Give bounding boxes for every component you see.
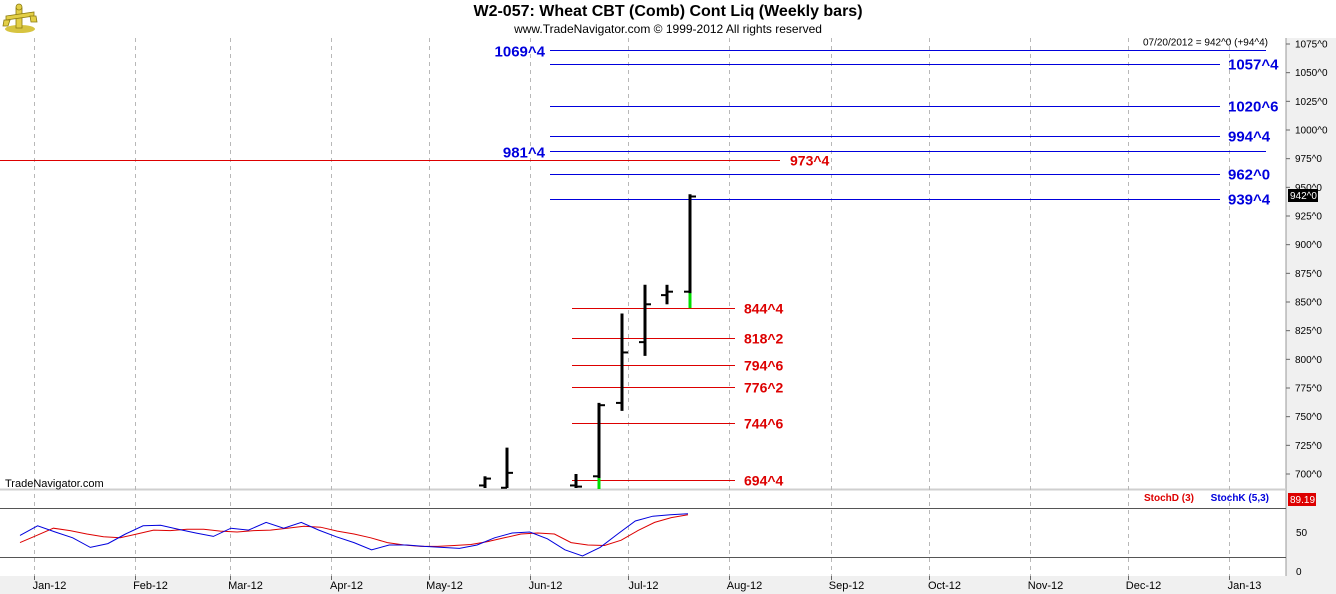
y-tick-label: 875^0: [1295, 269, 1322, 280]
stoch-series-line: [19, 514, 689, 547]
vertical-gridlines: [34, 38, 1230, 576]
support-label: 973^4: [790, 153, 830, 169]
x-tick-label: Aug-12: [727, 580, 762, 592]
resistance-label: 1020^6: [1228, 99, 1278, 116]
ohlc-bar: [661, 284, 673, 305]
y-tick-label: 975^0: [1295, 154, 1322, 165]
stochastic-panel: 50 0 89.19 StochD (3) StochK (5,3): [0, 493, 1316, 578]
y-tick-label: 825^0: [1295, 326, 1322, 337]
x-tick-label: Nov-12: [1028, 580, 1063, 592]
y-tick-label: 950^0: [1295, 183, 1322, 194]
ohlc-bar: [593, 402, 605, 489]
y-axis: 1075^0 1050^0 1025^0 1000^0 975^0 950^0 925^0 9…: [1286, 40, 1328, 481]
ohlc-bar: [501, 447, 513, 489]
watermark: TradeNavigator.com: [5, 478, 104, 490]
y-tick-label: 1000^0: [1295, 126, 1328, 137]
y-tick-label: 1075^0: [1295, 40, 1328, 51]
chart-frame: [0, 38, 1336, 594]
last-price-tag-box: [1288, 189, 1318, 202]
price-axis-panel: [1286, 38, 1336, 594]
x-tick-label: Apr-12: [330, 580, 363, 592]
resistance-label: 981^4: [503, 145, 546, 162]
y-tick-label: 775^0: [1295, 384, 1322, 395]
date-axis-panel: [0, 576, 1336, 594]
resistance-label: 1069^4: [495, 44, 546, 61]
x-tick-label: Dec-12: [1126, 580, 1161, 592]
stoch-tick-label: 50: [1296, 528, 1308, 539]
y-tick-label: 725^0: [1295, 441, 1322, 452]
stoch-series-line: [19, 513, 689, 557]
chart-title: W2-057: Wheat CBT (Comb) Cont Liq (Weekl…: [473, 3, 863, 20]
copyright-text: www.TradeNavigator.com © 1999-2012 All r…: [514, 22, 822, 36]
y-tick-label: 750^0: [1295, 412, 1322, 423]
y-tick-label: 900^0: [1295, 240, 1322, 251]
x-tick-label: Jul-12: [629, 580, 659, 592]
resistance-label: 994^4: [1228, 129, 1271, 146]
stoch-legend-label: StochD (3): [1144, 493, 1194, 504]
y-tick-label: 925^0: [1295, 212, 1322, 223]
resistance-label: 962^0: [1228, 167, 1270, 184]
x-tick-label: Sep-12: [829, 580, 864, 592]
support-label: 694^4: [744, 473, 784, 489]
ohlc-bar: [570, 474, 582, 488]
stoch-value-tag: 89.19: [1290, 495, 1315, 506]
x-tick-label: Oct-12: [928, 580, 961, 592]
x-tick-label: Jan-13: [1228, 580, 1262, 592]
price-levels: 1069^4 1057^4 1020^6 994^4 981^4 962^0 939^4 97…: [0, 44, 1279, 489]
y-tick-label: 800^0: [1295, 355, 1322, 366]
x-axis: Jan-12 Feb-12 Mar-12 Apr-12 May-12 Jun-12 Jul-…: [33, 576, 1262, 592]
x-tick-label: Jun-12: [529, 580, 563, 592]
support-label: 744^6: [744, 416, 784, 432]
chart-header: W2-057: Wheat CBT (Comb) Cont Liq (Weekl…: [0, 0, 1336, 38]
y-tick-label: 1050^0: [1295, 68, 1328, 79]
ohlc-bar: [616, 313, 628, 411]
resistance-label: 939^4: [1228, 192, 1271, 209]
x-tick-label: Jan-12: [33, 580, 67, 592]
support-label: 776^2: [744, 380, 784, 396]
y-tick-label: 850^0: [1295, 298, 1322, 309]
ohlc-bar: [479, 476, 491, 488]
ohlc-bar: [684, 194, 696, 309]
stoch-legend-label: StochK (5,3): [1211, 493, 1269, 504]
x-tick-label: Feb-12: [133, 580, 168, 592]
stoch-tick-label: 0: [1296, 567, 1302, 578]
last-price-info: 07/20/2012 = 942^0 (+94^4): [1143, 38, 1268, 49]
support-label: 794^6: [744, 358, 784, 374]
stoch-value-tag-box: [1288, 493, 1316, 506]
last-price-tag: 942^0: [1290, 191, 1317, 202]
ohlc-bar: [639, 284, 651, 356]
support-label: 818^2: [744, 331, 784, 347]
resistance-label: 1057^4: [1228, 57, 1279, 74]
trade-navigator-logo-icon: [2, 3, 38, 33]
x-tick-label: May-12: [426, 580, 463, 592]
x-tick-label: Mar-12: [228, 580, 263, 592]
y-tick-label: 1025^0: [1295, 97, 1328, 108]
price-bars: [479, 194, 696, 489]
y-tick-label: 700^0: [1295, 470, 1322, 481]
support-label: 844^4: [744, 301, 784, 317]
